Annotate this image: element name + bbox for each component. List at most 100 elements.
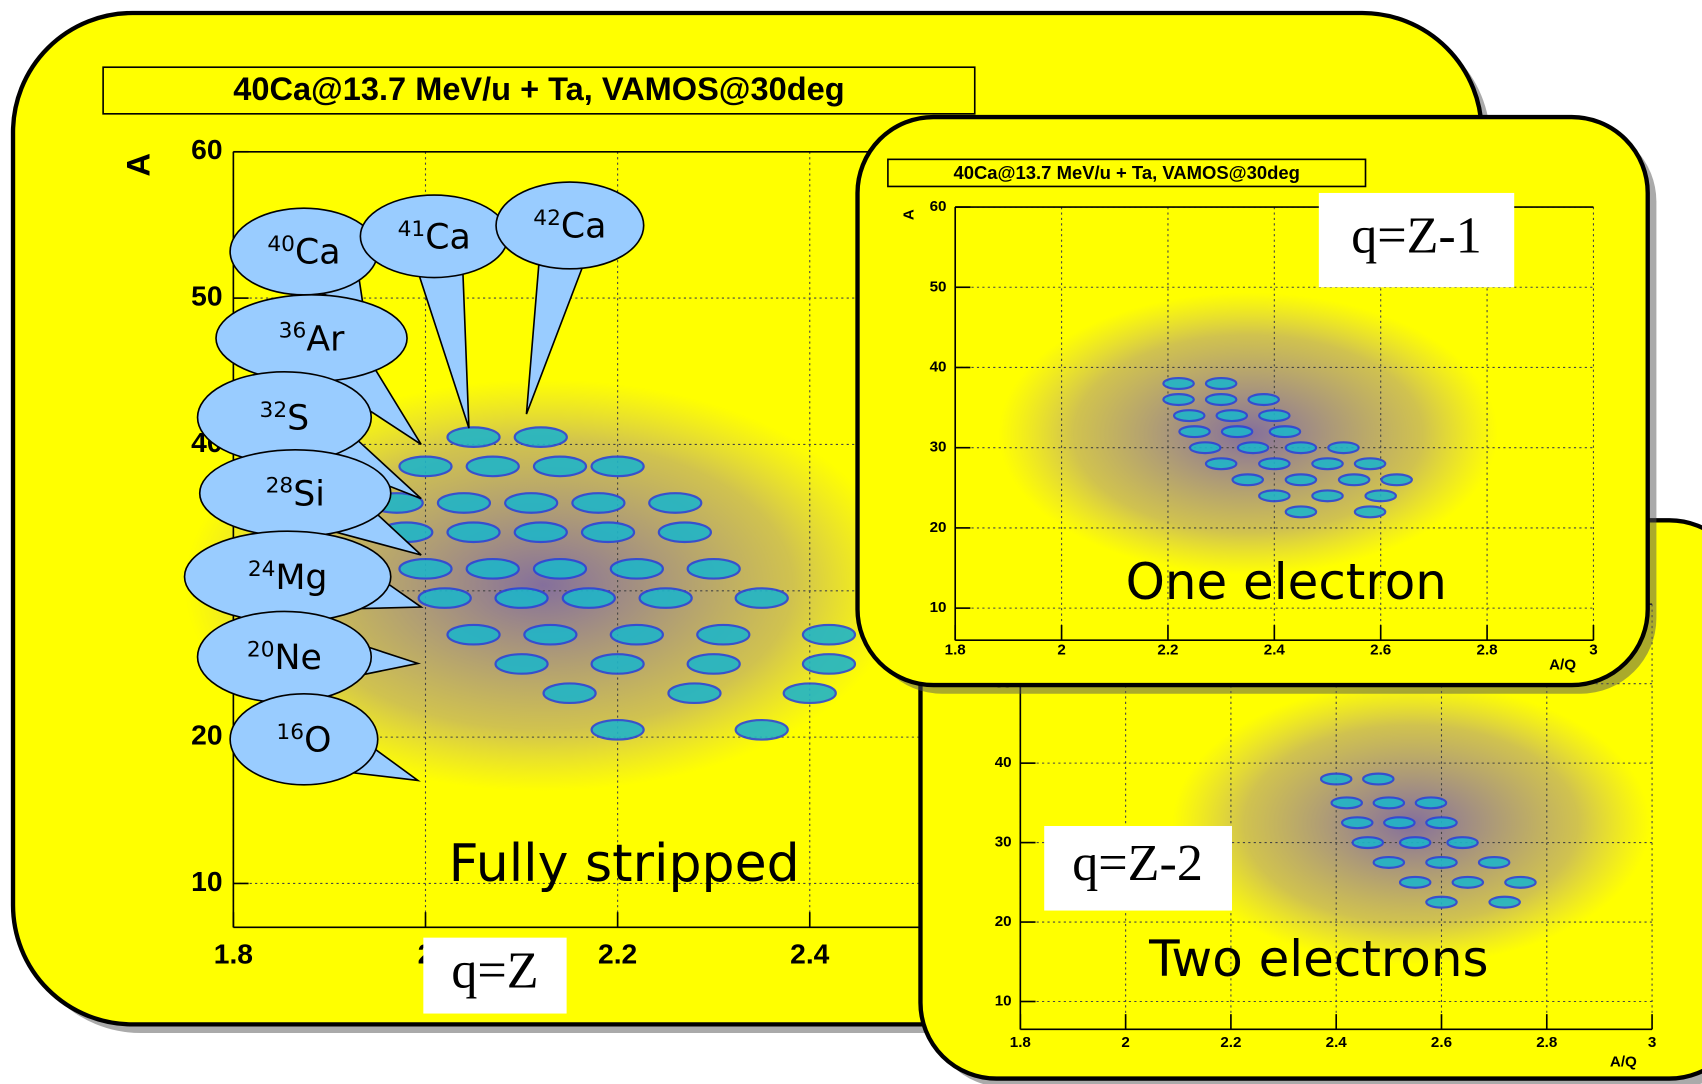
- cluster: [1284, 441, 1318, 455]
- callout-label: 16O: [276, 720, 331, 761]
- isotope-mass: 20: [247, 637, 275, 662]
- callout: 16O: [229, 692, 421, 786]
- cluster: [580, 521, 636, 544]
- cluster: [801, 623, 857, 646]
- cluster: [542, 682, 597, 705]
- callout-bubble: [495, 181, 645, 270]
- x-tick-label: 2.2: [1157, 641, 1178, 658]
- callout: 41Ca: [359, 194, 509, 429]
- cluster: [1258, 409, 1291, 423]
- isotope-mass: 41: [398, 217, 426, 242]
- annotation: Two electrons: [1148, 930, 1488, 988]
- isotope-element: Ca: [561, 207, 607, 247]
- y-tick-label: 20: [995, 913, 1012, 930]
- callout: 20Ne: [196, 610, 422, 704]
- cluster: [1247, 393, 1280, 407]
- cluster: [1215, 409, 1249, 423]
- x-tick-label: 2.8: [1536, 1034, 1557, 1051]
- x-tick-label: 3: [1648, 1034, 1656, 1051]
- cluster: [1162, 377, 1195, 391]
- isotope-element: Ne: [275, 638, 322, 678]
- cluster: [398, 557, 453, 580]
- panel: 10 20 30 40 50 60 1.8 2 2.2 2.4 2.6 2.8 3 40Ca@13.7 M…: [855, 114, 1657, 694]
- y-tick-label: 60: [191, 133, 222, 165]
- x-tick-label: 2.4: [1264, 641, 1286, 658]
- x-tick-label: 2: [1057, 641, 1065, 658]
- title-box: [887, 158, 1367, 188]
- title-box: [102, 66, 976, 115]
- isotope-element: Ca: [425, 217, 471, 257]
- cluster: [1268, 425, 1302, 439]
- cluster: [590, 653, 645, 675]
- cluster: [523, 623, 578, 646]
- cluster: [561, 587, 616, 609]
- cluster: [532, 557, 588, 580]
- x-tick-label: 2.8: [1477, 641, 1498, 658]
- cluster: [1204, 393, 1238, 407]
- cluster: [1451, 875, 1485, 889]
- isotope-element: Si: [293, 474, 325, 514]
- y-tick-label: 30: [995, 834, 1012, 851]
- cluster: [1258, 457, 1291, 471]
- cluster: [446, 521, 501, 544]
- cluster: [1372, 796, 1406, 810]
- cluster: [609, 623, 664, 646]
- cluster: [1172, 409, 1206, 423]
- cluster: [1337, 473, 1371, 487]
- cluster: [686, 653, 741, 675]
- y-tick-label: 50: [930, 278, 947, 295]
- cluster: [1319, 772, 1353, 786]
- isotope-element: Ar: [306, 319, 345, 359]
- callout-label: 42Ca: [533, 206, 606, 247]
- cluster: [801, 653, 857, 675]
- isotope-element: Ca: [295, 233, 341, 273]
- y-tick-label: 50: [191, 280, 222, 312]
- annotation: Fully stripped: [449, 834, 800, 894]
- cluster: [1284, 505, 1318, 519]
- x-tick-label: 2.6: [1431, 1034, 1452, 1051]
- callout-label: 24Mg: [248, 557, 328, 598]
- cluster: [1231, 473, 1265, 487]
- cluster: [1220, 425, 1254, 439]
- callout-label: 40Ca: [267, 232, 340, 273]
- cluster: [1351, 836, 1385, 850]
- x-tick-label: 3: [1589, 641, 1597, 658]
- cluster: [1284, 473, 1318, 487]
- cluster: [648, 492, 703, 514]
- cluster: [1477, 855, 1511, 869]
- y-tick-label: 10: [930, 599, 947, 616]
- x-axis-label: A/Q: [1549, 657, 1576, 674]
- annotation-box: [1044, 826, 1232, 911]
- cluster: [1504, 875, 1537, 889]
- cluster: [734, 587, 789, 609]
- cluster: [1258, 489, 1291, 503]
- cluster: [1488, 895, 1521, 909]
- y-tick-label: 20: [930, 519, 947, 536]
- cluster: [417, 587, 472, 609]
- cluster: [667, 682, 722, 705]
- y-axis-label: A: [901, 209, 918, 220]
- cluster: [1362, 772, 1395, 786]
- x-tick-label: 2.4: [1326, 1034, 1348, 1051]
- cluster: [1425, 816, 1458, 830]
- x-tick-label: 1.8: [945, 641, 966, 658]
- cluster: [465, 557, 520, 580]
- cluster: [532, 455, 588, 478]
- annotation-box: [423, 937, 567, 1014]
- cluster: [1204, 377, 1238, 391]
- isotope-mass: 42: [533, 206, 561, 231]
- isotope-mass: 36: [279, 319, 307, 344]
- isotope-element: O: [304, 720, 331, 760]
- cluster: [782, 682, 837, 705]
- cluster: [571, 492, 626, 514]
- cluster: [513, 521, 568, 544]
- callout-bubble: [229, 692, 379, 786]
- chart-title: 40Ca@13.7 MeV/u + Ta, VAMOS@30deg: [233, 71, 844, 107]
- x-tick-label: 2.6: [1370, 641, 1391, 658]
- callout-label: 28Si: [266, 474, 325, 515]
- y-tick-label: 40: [930, 358, 947, 375]
